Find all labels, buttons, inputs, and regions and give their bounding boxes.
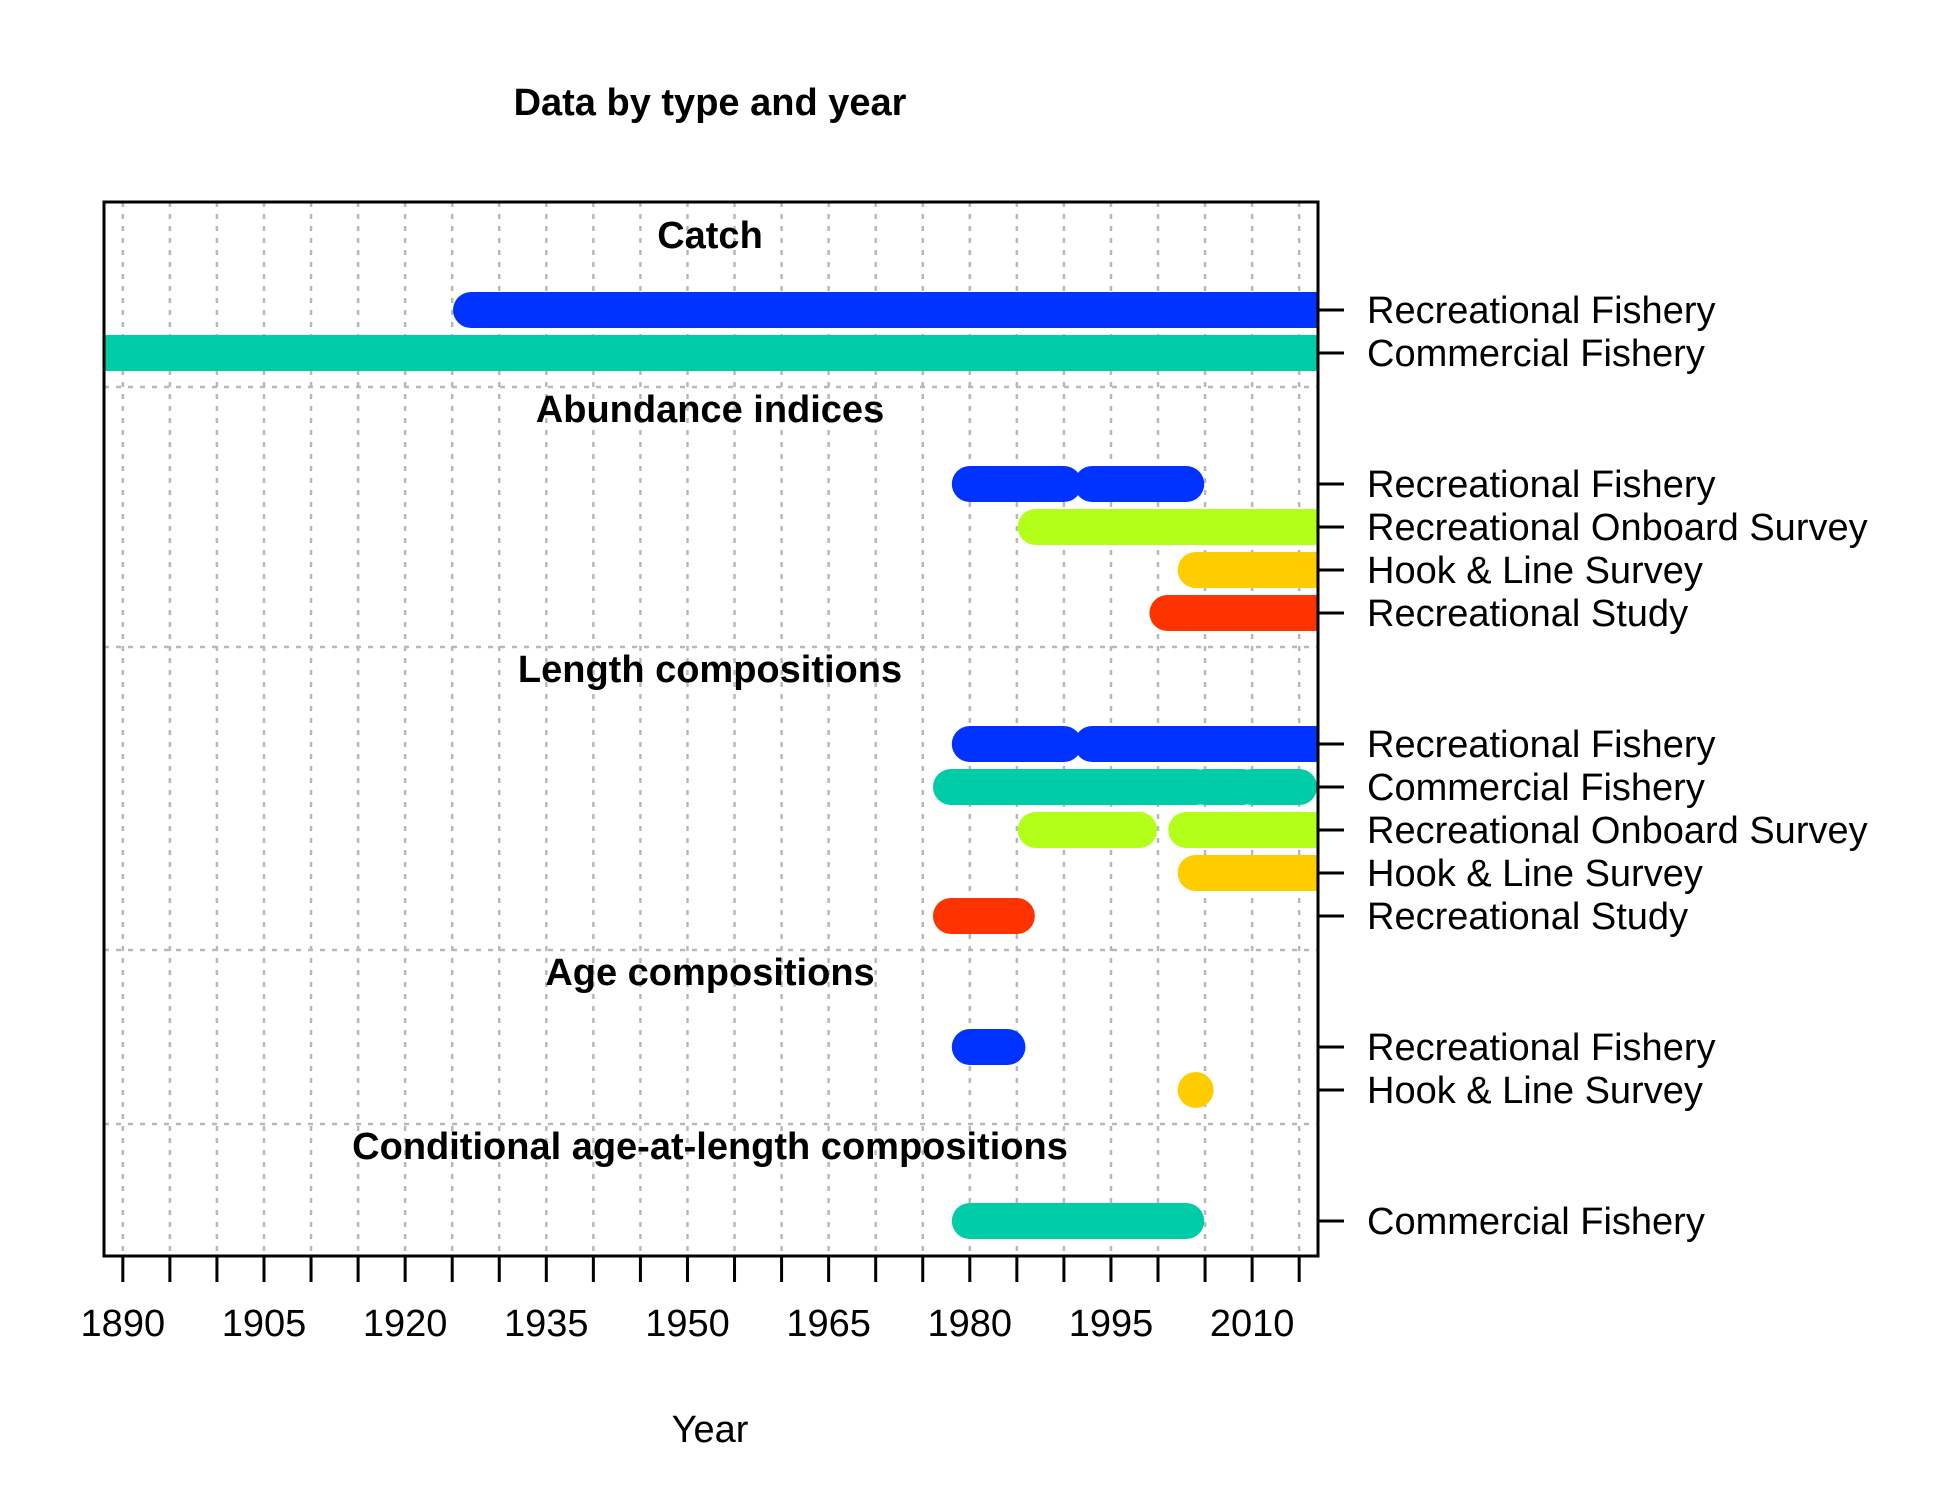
- bar-segment-end: [1282, 292, 1318, 328]
- section-title: Conditional age-at-length compositions: [352, 1126, 1068, 1168]
- section-title: Catch: [657, 215, 763, 257]
- row-label: Hook & Line Survey: [1367, 853, 1703, 895]
- row-label: Recreational Study: [1367, 896, 1688, 938]
- x-tick-label-1890: 1890: [81, 1303, 166, 1345]
- section-title: Age compositions: [545, 952, 874, 994]
- row-label: Recreational Fishery: [1367, 1027, 1715, 1069]
- bar-segment-end: [1282, 552, 1318, 588]
- row-label: Recreational Fishery: [1367, 724, 1715, 766]
- bar-segment: [1074, 466, 1205, 502]
- bar-segment-end: [1282, 335, 1318, 371]
- x-axis: 1890 1905 1920 1935 1950 1965 1980 1995 2010: [81, 1256, 1301, 1345]
- bar-segment: [1074, 726, 1318, 762]
- row-label: Commercial Fishery: [1367, 333, 1705, 375]
- bar-segment: [1017, 509, 1318, 545]
- x-tick-label-1950: 1950: [645, 1303, 730, 1345]
- row-label: Recreational Onboard Survey: [1367, 810, 1868, 852]
- x-tick-label-1965: 1965: [786, 1303, 871, 1345]
- bar-segment: [951, 726, 1082, 762]
- bar-segment: [932, 898, 1035, 934]
- bar-segment: [1168, 812, 1318, 848]
- bar-segment: [951, 466, 1082, 502]
- x-tick-label-1995: 1995: [1069, 1303, 1154, 1345]
- row-label: Commercial Fishery: [1367, 767, 1705, 809]
- x-tick-label-1920: 1920: [363, 1303, 448, 1345]
- section-title: Abundance indices: [536, 389, 884, 431]
- bar-segment: [951, 1203, 1205, 1239]
- row-label: Hook & Line Survey: [1367, 550, 1703, 592]
- row-label: Hook & Line Survey: [1367, 1070, 1703, 1112]
- bar-segment-end: [1282, 855, 1318, 891]
- x-tick-label-1905: 1905: [222, 1303, 307, 1345]
- bar-segment: [1177, 1072, 1214, 1108]
- bar-segment-end: [1282, 595, 1318, 631]
- x-tick-label-2010: 2010: [1210, 1303, 1295, 1345]
- vertical-gridlines: [121, 202, 1301, 1256]
- bar-segment: [932, 769, 1195, 805]
- section-title: Length compositions: [518, 649, 902, 691]
- plot-frame: [102, 200, 1320, 1258]
- x-axis-label: Year: [672, 1409, 749, 1451]
- section-separators: [104, 385, 1318, 1126]
- bar-segment: [453, 292, 1318, 328]
- data-bars: [104, 292, 1318, 1239]
- bar-segment-end: [1282, 812, 1318, 848]
- bar-segment-end: [1282, 509, 1318, 545]
- x-tick-label-1935: 1935: [504, 1303, 589, 1345]
- section-titles: Catch Abundance indices Length composition…: [352, 215, 1068, 1168]
- bar-segment-end: [104, 335, 140, 371]
- row-label: Recreational Fishery: [1367, 290, 1715, 332]
- bar-segment: [1149, 595, 1318, 631]
- row-label: Recreational Fishery: [1367, 464, 1715, 506]
- bar-segment: [1234, 769, 1318, 805]
- bar-segment: [1017, 812, 1158, 848]
- row-label: Recreational Study: [1367, 593, 1688, 635]
- bar-segment-end: [1282, 726, 1318, 762]
- bar-segment: [104, 335, 1318, 371]
- bar-segment: [951, 1029, 1026, 1065]
- chart-title: Data by type and year: [514, 82, 907, 124]
- row-label: Recreational Onboard Survey: [1367, 507, 1868, 549]
- row-label: Commercial Fishery: [1367, 1201, 1705, 1243]
- x-tick-label-1980: 1980: [928, 1303, 1013, 1345]
